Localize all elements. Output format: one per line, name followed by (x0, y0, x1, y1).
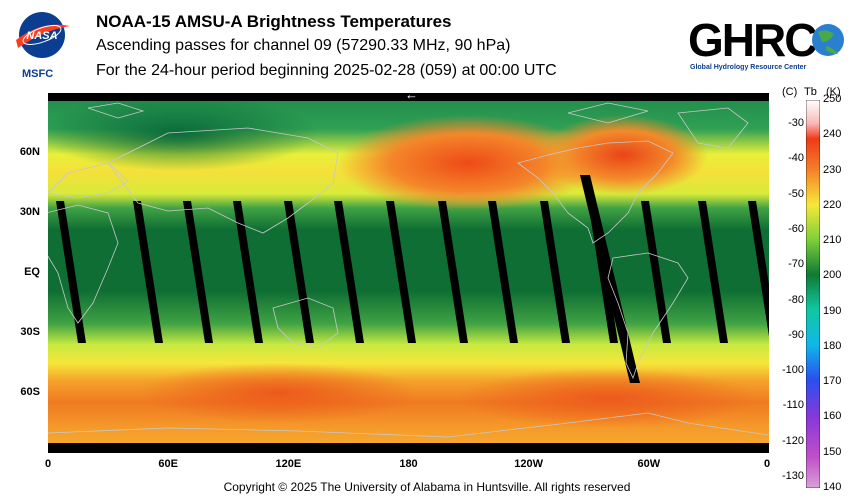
colorbar-kelvin-label: 210 (823, 234, 842, 247)
north-pacific-warm-region (338, 115, 598, 211)
colorbar-kelvin-label: 180 (823, 339, 842, 352)
swath-gap (438, 201, 468, 343)
colorbar-kelvin-label: 140 (823, 481, 842, 493)
europe-coast (48, 162, 129, 199)
lon-label: 0 (763, 458, 771, 470)
colorbar-celsius-label: -70 (788, 258, 804, 271)
north-edge-gap (48, 93, 769, 101)
swath-gap (183, 201, 213, 343)
swath-gap (233, 201, 263, 343)
south-america-coast (607, 252, 689, 380)
arctic-cool-region (48, 95, 318, 171)
colorbar-celsius-label: -110 (782, 399, 804, 412)
southern-warm-region-1 (138, 363, 418, 423)
colorbar-kelvin-label: 190 (823, 304, 842, 317)
colorbar-kelvin-label: 200 (823, 269, 842, 282)
ghrc-wordmark: GHRC (688, 14, 816, 66)
colorbar-celsius-label: -80 (788, 293, 804, 306)
lon-label: 0 (44, 458, 52, 470)
colorbar-kelvin-label: 240 (823, 128, 842, 141)
north-america-warm-region (538, 115, 708, 195)
swath-gap (56, 201, 86, 343)
ghrc-logo: GHRC (688, 14, 844, 66)
colorbar (806, 100, 820, 488)
colorbar-celsius-label: -100 (781, 364, 804, 377)
orbit-direction-arrow: ← (405, 87, 418, 102)
swath-gap (488, 201, 518, 343)
lat-label: 30S (20, 326, 40, 338)
lat-label: 60N (19, 146, 40, 158)
lat-label: 30N (19, 206, 40, 218)
swath-gap (641, 201, 671, 343)
nasa-logo: NASA (16, 12, 70, 58)
colorbar-celsius-unit: (C) (782, 86, 798, 98)
colorbar-celsius-label: -50 (788, 187, 804, 200)
period-label: For the 24-hour period beginning 2025-02… (96, 62, 557, 79)
swath-gap (580, 175, 640, 383)
asia-coast (107, 127, 339, 234)
southern-warm-region-2 (458, 368, 758, 428)
lon-label: 60E (158, 458, 178, 470)
colorbar-tb-unit: Tb (804, 86, 817, 98)
lon-label: 180 (399, 458, 418, 470)
lat-label: 60S (20, 386, 40, 398)
lon-label: 120E (275, 458, 302, 470)
swath-gap (386, 201, 416, 343)
nasa-wordmark: NASA (26, 30, 57, 42)
north-america-coast (517, 140, 674, 244)
colorbar-kelvin-label: 160 (823, 410, 842, 423)
swath-gap (133, 201, 163, 343)
australia-coast (272, 297, 339, 349)
colorbar-kelvin-label: 230 (823, 163, 842, 176)
colorbar-celsius-label: -60 (788, 222, 804, 235)
swath-gap (540, 201, 570, 343)
colorbar-celsius-label: -90 (788, 328, 804, 341)
swath-gap (284, 201, 314, 343)
antarctica-coast (48, 412, 769, 438)
colorbar-celsius-label: -130 (781, 469, 804, 482)
colorbar-kelvin-label: 220 (823, 198, 842, 211)
colorbar-kelvin-label: 170 (823, 375, 842, 388)
nasa-center-label: MSFC (22, 68, 54, 80)
page-subtitle: Ascending passes for channel 09 (57290.3… (96, 37, 511, 54)
page-title: NOAA-15 AMSU-A Brightness Temperatures (96, 12, 452, 31)
lat-label: EQ (24, 266, 40, 278)
africa-coast (48, 204, 119, 324)
colorbar-celsius-label: -40 (788, 152, 804, 165)
colorbar-kelvin-label: 150 (823, 445, 842, 458)
arctic-islands-coast (87, 102, 649, 124)
brightness-temperature-map (48, 93, 769, 453)
lon-label: 60W (637, 458, 661, 470)
colorbar-celsius-label: -30 (788, 117, 804, 130)
colorbar-kelvin-unit: (K) (826, 86, 841, 98)
colorbar-celsius-label: -120 (781, 434, 804, 447)
ghrc-subtitle: Global Hydrology Resource Center (690, 64, 807, 71)
greenland-coast (677, 107, 749, 149)
south-edge-gap (48, 443, 769, 453)
lon-label: 120W (514, 458, 544, 470)
colorbar-kelvin-label: 250 (823, 93, 842, 105)
copyright-footer: Copyright © 2025 The University of Alaba… (223, 480, 631, 494)
swath-gap (698, 201, 728, 343)
coastlines (48, 102, 769, 438)
swath-gap (334, 201, 364, 343)
